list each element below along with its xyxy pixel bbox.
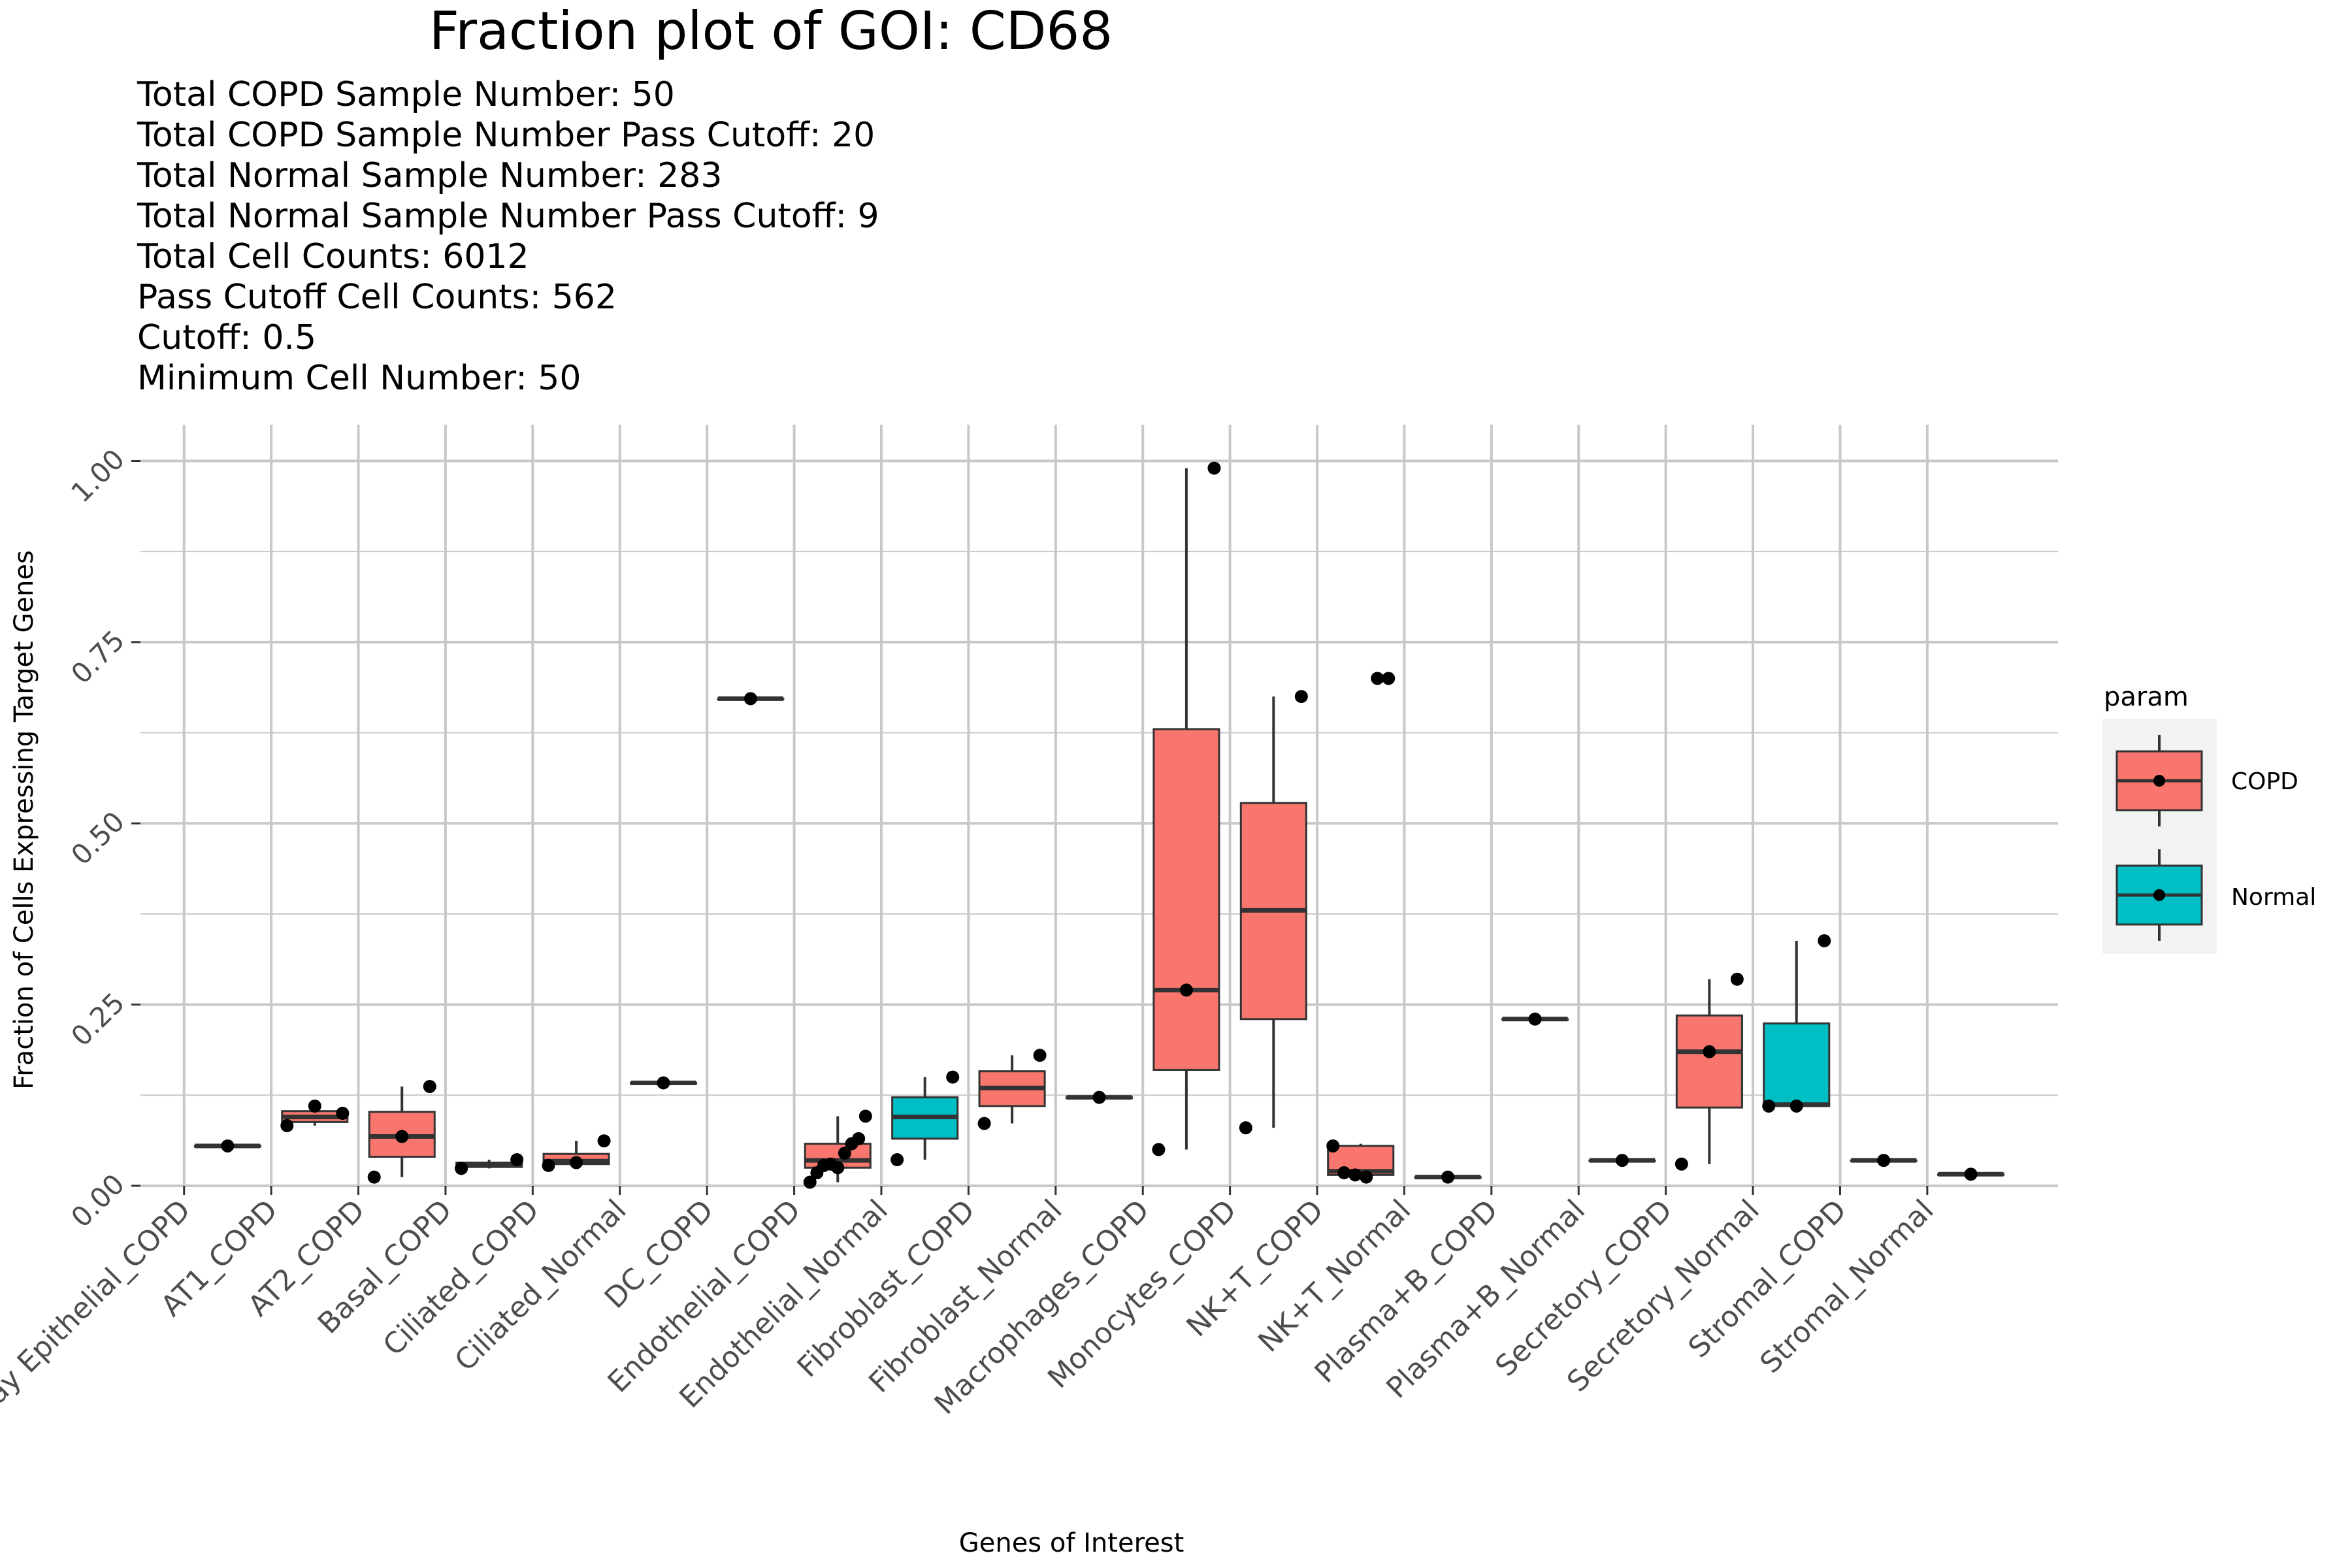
subtitle-line: Cutoff: 0.5 xyxy=(137,318,316,357)
data-point xyxy=(1877,1154,1891,1168)
legend-label-normal: Normal xyxy=(2231,884,2316,911)
subtitle-line: Total Normal Sample Number Pass Cutoff: … xyxy=(137,197,879,236)
box-8 xyxy=(890,1070,960,1167)
box-body xyxy=(1152,728,1220,1071)
data-point xyxy=(1615,1154,1629,1168)
data-point xyxy=(1207,461,1221,475)
legend-key-copd xyxy=(2115,735,2203,826)
data-point xyxy=(1239,1121,1252,1135)
subtitle-line: Minimum Cell Number: 50 xyxy=(137,359,581,398)
box-4 xyxy=(542,1134,611,1172)
data-point xyxy=(1033,1049,1047,1062)
data-point xyxy=(1674,1157,1688,1171)
data-point xyxy=(858,1109,872,1123)
data-point xyxy=(395,1130,409,1143)
box-5 xyxy=(629,1076,697,1090)
box-body xyxy=(1675,1014,1743,1109)
box-16 xyxy=(1588,1154,1656,1168)
data-point xyxy=(423,1079,436,1093)
y-axis-label: Fraction of Cells Expressing Target Gene… xyxy=(9,550,39,1090)
data-point xyxy=(1337,1166,1351,1180)
data-point xyxy=(367,1170,381,1184)
data-point xyxy=(1348,1168,1362,1182)
data-point xyxy=(1730,972,1744,986)
box-2 xyxy=(367,1079,436,1184)
subtitle-line: Total Cell Counts: 6012 xyxy=(137,237,529,276)
data-point xyxy=(1789,1099,1803,1113)
data-point xyxy=(1528,1012,1542,1026)
data-point xyxy=(1818,934,1831,947)
box-series xyxy=(193,461,2005,1189)
box-6 xyxy=(717,692,785,706)
data-point xyxy=(308,1099,321,1113)
box-7 xyxy=(803,1109,872,1189)
data-point xyxy=(831,1161,845,1175)
data-point xyxy=(803,1175,817,1189)
subtitle-line: Pass Cutoff Cell Counts: 562 xyxy=(137,278,617,317)
data-point xyxy=(977,1117,991,1130)
legend-title: param xyxy=(2104,682,2189,712)
data-point xyxy=(657,1076,670,1090)
box-17 xyxy=(1674,972,1744,1171)
chart-title: Fraction plot of GOI: CD68 xyxy=(429,1,1113,61)
data-point xyxy=(1964,1168,1978,1181)
legend-key-normal xyxy=(2115,849,2203,941)
data-point xyxy=(570,1156,583,1169)
box-15 xyxy=(1501,1012,1569,1026)
data-point xyxy=(1179,983,1193,997)
data-point xyxy=(946,1070,960,1084)
data-point xyxy=(510,1153,524,1167)
subtitle-line: Total COPD Sample Number Pass Cutoff: 20 xyxy=(137,116,875,155)
data-point xyxy=(890,1153,904,1167)
data-point xyxy=(1703,1045,1716,1058)
data-point xyxy=(1152,1143,1166,1156)
box-20 xyxy=(1937,1168,2005,1181)
data-point xyxy=(1371,672,1384,685)
subtitle-line: Total COPD Sample Number: 50 xyxy=(137,75,675,114)
data-point xyxy=(542,1158,555,1172)
data-point xyxy=(1360,1170,1373,1184)
data-point xyxy=(597,1134,611,1148)
box-0 xyxy=(193,1139,261,1152)
data-point xyxy=(1762,1099,1776,1113)
chart-legend: param COPD Normal xyxy=(2102,682,2316,954)
data-point xyxy=(1294,690,1308,704)
data-point xyxy=(1092,1090,1106,1104)
subtitle-line: Total Normal Sample Number: 283 xyxy=(137,156,722,195)
data-point xyxy=(852,1132,866,1145)
legend-label-copd: COPD xyxy=(2231,768,2298,795)
box-13 xyxy=(1326,672,1396,1184)
data-point xyxy=(1382,672,1396,685)
data-point xyxy=(221,1139,235,1152)
box-3 xyxy=(455,1153,524,1175)
box-11 xyxy=(1152,461,1221,1156)
data-point xyxy=(455,1162,468,1175)
box-18 xyxy=(1762,934,1831,1113)
data-point xyxy=(336,1107,350,1120)
data-point xyxy=(1441,1170,1455,1184)
box-9 xyxy=(977,1049,1047,1130)
data-point xyxy=(1326,1139,1340,1152)
data-point xyxy=(743,692,757,706)
box-10 xyxy=(1065,1090,1134,1104)
box-1 xyxy=(280,1099,350,1132)
box-14 xyxy=(1414,1170,1482,1184)
box-body xyxy=(1763,1022,1831,1107)
box-19 xyxy=(1850,1154,1918,1168)
data-point xyxy=(280,1119,294,1132)
x-axis-label: Genes of Interest xyxy=(959,1528,1184,1558)
box-12 xyxy=(1239,690,1308,1135)
data-point xyxy=(838,1147,851,1160)
